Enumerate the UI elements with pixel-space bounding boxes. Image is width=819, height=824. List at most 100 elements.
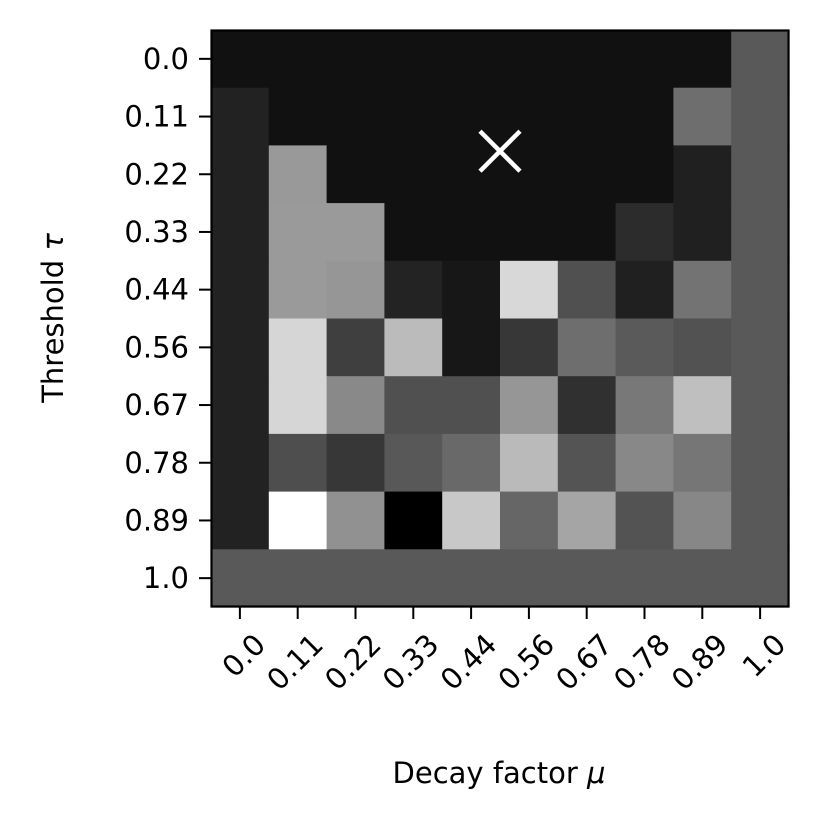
heatmap-cell — [268, 491, 328, 550]
best-marker-stroke — [478, 129, 522, 173]
y-tick-label: 1.0 — [143, 561, 189, 595]
heatmap-cell — [731, 376, 790, 435]
heatmap-cell — [557, 203, 617, 262]
heatmap-cell — [442, 145, 501, 204]
heatmap-cell — [500, 87, 559, 146]
heatmap-cell — [384, 549, 443, 608]
heatmap-cell — [557, 145, 617, 204]
heatmap-cell — [211, 145, 270, 204]
heatmap-cell — [615, 491, 674, 550]
heatmap-cell — [211, 433, 270, 493]
heatmap-cell — [384, 145, 443, 204]
y-tick-label: 0.89 — [124, 503, 189, 537]
heatmap-cell — [384, 376, 443, 435]
y-tick-label: 0.67 — [124, 388, 189, 422]
heatmap-cell — [211, 549, 270, 608]
plot-frame — [210, 29, 790, 608]
heatmap-cell — [615, 433, 674, 493]
x-tick-label: 0.78 — [607, 627, 677, 697]
heatmap-cell — [326, 30, 385, 89]
heatmap-cell — [268, 549, 328, 608]
x-axis-ticks: 0.00.110.220.330.440.560.670.780.89 1.0 — [215, 607, 792, 697]
heatmap-cell — [673, 203, 732, 262]
heatmap-cell — [500, 549, 559, 608]
heatmap-cell — [615, 30, 674, 89]
y-axis-label-text: Threshold — [36, 251, 70, 404]
heatmap-cell — [442, 433, 501, 493]
heatmap-cell — [442, 30, 501, 89]
heatmap-cell — [557, 433, 617, 493]
heatmap-cell — [673, 260, 732, 320]
heatmap-cell — [557, 87, 617, 146]
heatmap-cell — [731, 145, 790, 204]
heatmap-cell — [326, 318, 385, 377]
heatmap-cell — [211, 491, 270, 550]
heatmap-cell — [615, 549, 674, 608]
heatmap-cell — [557, 260, 617, 320]
heatmap-cell — [268, 260, 328, 320]
x-axis-label-symbol: μ — [586, 756, 605, 790]
heatmap-cell — [268, 318, 328, 377]
heatmap-cell — [326, 260, 385, 320]
heatmap-cell — [673, 491, 732, 550]
y-axis-label-symbol: τ — [36, 233, 70, 251]
heatmap-cell — [500, 376, 559, 435]
heatmap-cell — [500, 145, 559, 204]
heatmap-cell — [731, 87, 790, 146]
heatmap-cell — [268, 87, 328, 146]
x-tick-label: 0.44 — [434, 627, 504, 697]
x-tick-label: 0.22 — [318, 627, 388, 697]
heatmap-cell — [731, 318, 790, 377]
heatmap-cell — [326, 491, 385, 550]
y-axis-ticks: 0.0 0.11 0.22 0.33 0.44 0.56 0.67 0.78 0.89 1.0 — [124, 42, 211, 595]
y-axis-label: Threshold τ — [36, 233, 70, 404]
x-tick-label: 0.33 — [376, 627, 446, 697]
heatmap-cell — [442, 203, 501, 262]
heatmap-cell — [731, 203, 790, 262]
heatmap-cell — [326, 87, 385, 146]
heatmap-cell — [384, 260, 443, 320]
y-tick-label: 0.78 — [124, 446, 189, 480]
heatmap-cell — [442, 549, 501, 608]
heatmap-cell — [211, 376, 270, 435]
heatmap-cell — [326, 433, 385, 493]
heatmap-cell — [384, 87, 443, 146]
heatmap-cell — [384, 433, 443, 493]
heatmap-cell — [557, 318, 617, 377]
heatmap-cell — [673, 145, 732, 204]
heatmap-cell — [326, 376, 385, 435]
heatmap-cell — [615, 145, 674, 204]
heatmap-cell — [500, 260, 559, 320]
heatmap-cell — [211, 260, 270, 320]
x-tick-label: 1.0 — [736, 627, 793, 684]
y-tick-label: 0.44 — [124, 273, 189, 307]
x-tick-label: 0.67 — [549, 627, 619, 697]
heatmap-cell — [557, 376, 617, 435]
heatmap-cell — [673, 30, 732, 89]
heatmap-cell — [557, 549, 617, 608]
heatmap-cell — [500, 30, 559, 89]
best-marker — [478, 129, 522, 173]
x-tick-label: 0.89 — [665, 627, 735, 697]
heatmap-cell — [615, 260, 674, 320]
heatmap-cell — [384, 203, 443, 262]
heatmap-cell — [211, 87, 270, 146]
heatmap-cell — [500, 318, 559, 377]
y-tick-label: 0.0 — [143, 42, 189, 76]
heatmap-cell — [211, 203, 270, 262]
heatmap-cell — [384, 30, 443, 89]
heatmap-cell — [442, 491, 501, 550]
best-marker-layer — [478, 129, 522, 173]
heatmap-cell — [384, 491, 443, 550]
heatmap-cell — [615, 203, 674, 262]
heatmap-cell — [615, 376, 674, 435]
heatmap-cell — [442, 87, 501, 146]
heatmap-cell — [268, 145, 328, 204]
heatmap-cell — [500, 203, 559, 262]
heatmap-cell — [673, 87, 732, 146]
x-axis-label: Decay factor μ — [393, 756, 606, 790]
y-tick-label: 0.56 — [124, 330, 189, 364]
y-tick-label: 0.33 — [124, 215, 189, 249]
heatmap-cell — [326, 203, 385, 262]
